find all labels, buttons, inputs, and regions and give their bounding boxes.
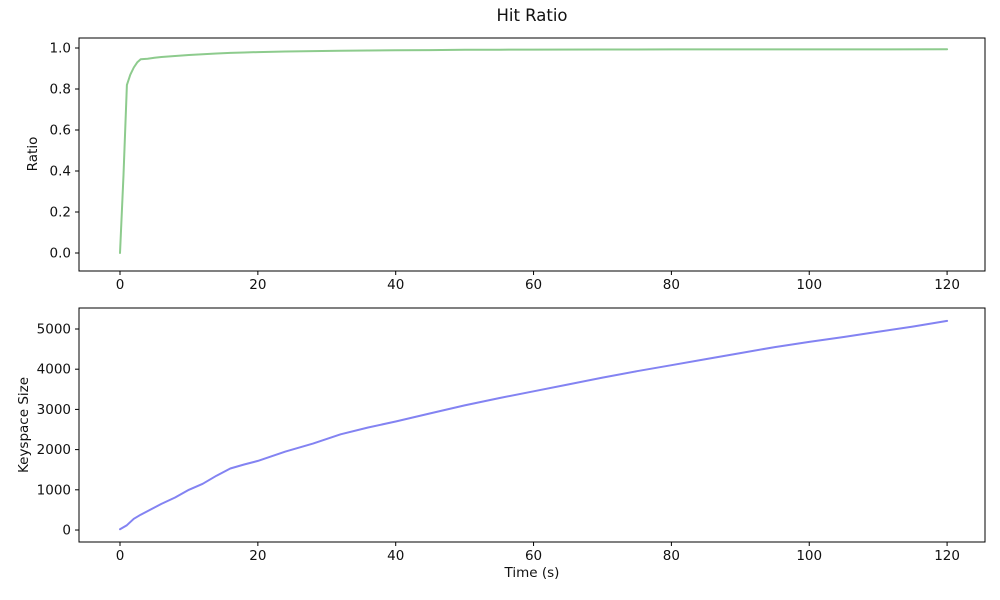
y-tick-label: 1.0 <box>50 41 71 57</box>
y-tick-label: 4000 <box>37 362 71 378</box>
x-tick-label: 60 <box>525 277 542 293</box>
y-axis-label-keyspace: Keyspace Size <box>16 376 32 474</box>
x-tick-label: 0 <box>116 277 125 293</box>
x-tick-label: 40 <box>387 277 404 293</box>
x-tick-label: 100 <box>796 277 822 293</box>
y-tick-label: 0 <box>62 523 71 539</box>
y-tick-label: 2000 <box>37 442 71 458</box>
y-tick-label: 0.4 <box>50 164 71 180</box>
axes-frame <box>78 37 986 272</box>
y-tick-label: 0.6 <box>50 123 71 139</box>
x-tick-label: 100 <box>796 548 822 564</box>
x-tick-label: 80 <box>663 277 680 293</box>
y-tick-label: 0.2 <box>50 205 71 221</box>
y-tick-label: 1000 <box>37 482 71 498</box>
x-tick-label: 80 <box>663 548 680 564</box>
x-tick-label: 0 <box>116 548 125 564</box>
axes-frame <box>78 307 986 543</box>
y-tick-label: 5000 <box>37 321 71 337</box>
x-tick-label: 60 <box>525 548 542 564</box>
x-tick-label: 40 <box>387 548 404 564</box>
y-axis-label-ratio: Ratio <box>25 136 41 172</box>
y-tick-label: 3000 <box>37 402 71 418</box>
hit-ratio-line <box>119 48 949 254</box>
x-tick-label: 120 <box>934 548 960 564</box>
keyspace-size-line <box>119 319 949 531</box>
x-axis-label-time: Time (s) <box>504 565 560 581</box>
x-tick-label: 20 <box>249 277 266 293</box>
y-tick-label: 0.8 <box>50 82 71 98</box>
y-tick-label: 0.0 <box>50 246 71 262</box>
chart-title: Hit Ratio <box>496 6 568 25</box>
x-tick-label: 20 <box>249 548 266 564</box>
x-tick-label: 120 <box>934 277 960 293</box>
